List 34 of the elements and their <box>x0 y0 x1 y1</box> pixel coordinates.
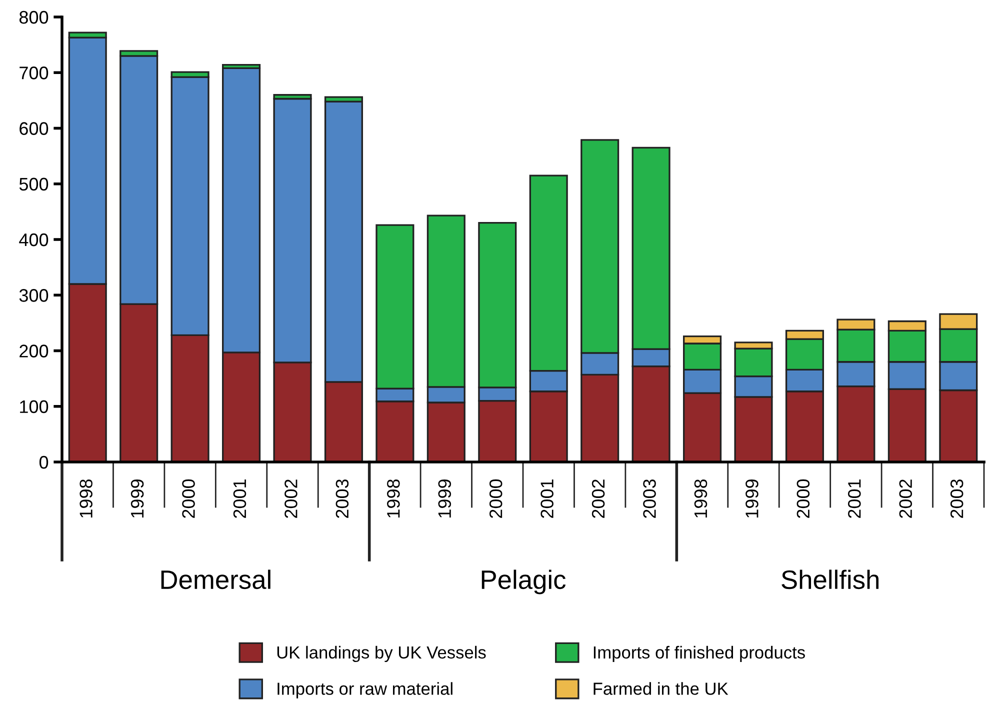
y-tick-label: 500 <box>19 178 48 191</box>
x-tick-label: 2003 <box>950 479 964 518</box>
x-tick-label: 2000 <box>182 479 195 518</box>
y-tick-label: 800 <box>19 10 48 24</box>
y-tick-label: 200 <box>20 344 48 358</box>
legend-label: Imports of finished products <box>594 646 805 662</box>
x-tick-label: 1998 <box>387 479 400 518</box>
x-tick-label: 2000 <box>796 479 810 518</box>
x-tick-label: 2002 <box>899 480 912 518</box>
x-tick-label: 1999 <box>746 480 758 518</box>
text: Shellfish <box>782 570 878 590</box>
x-tick-label: 1998 <box>80 479 92 518</box>
x-tick-label: 2001 <box>540 480 554 518</box>
x-tick-label: 2003 <box>643 479 656 518</box>
x-tick-label: 2000 <box>489 479 502 518</box>
x-tick-label: 2002 <box>592 480 605 518</box>
y-tick-label: 700 <box>20 66 48 80</box>
y-tick-label: 300 <box>19 289 48 302</box>
legend-label: UK landings by UK Vessels <box>277 646 486 662</box>
x-tick-label: 1999 <box>438 480 452 518</box>
x-tick-label: 1998 <box>694 479 708 518</box>
y-tick-label: 600 <box>20 122 48 135</box>
x-tick-label: 1999 <box>130 480 144 518</box>
text: Demersal <box>161 570 270 590</box>
legend-label: Imports or raw material <box>278 682 452 698</box>
x-tick-label: 2002 <box>284 480 298 518</box>
text: Pelagic <box>482 570 566 594</box>
y-tick-label: 0 <box>39 456 48 469</box>
x-tick-label: 2003 <box>336 479 349 518</box>
x-tick-label: 2001 <box>233 480 246 518</box>
x-tick-label: 2001 <box>848 480 861 518</box>
legend-label: Farmed in the UK <box>594 682 728 695</box>
y-tick-label: 100 <box>20 400 48 414</box>
y-tick-label: 400 <box>19 233 48 246</box>
